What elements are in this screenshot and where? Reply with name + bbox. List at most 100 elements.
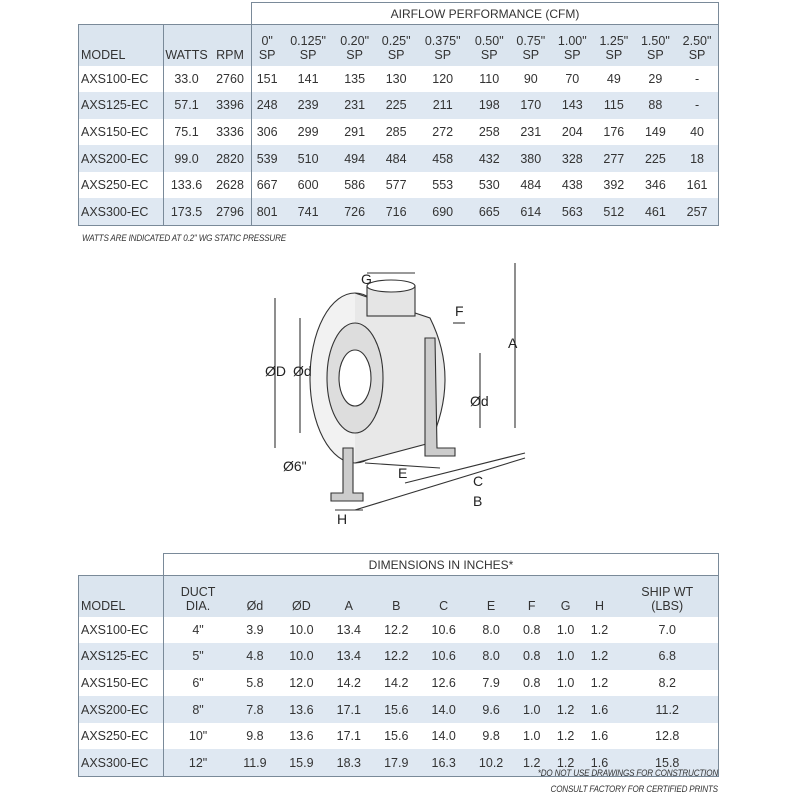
label-c: C <box>473 473 483 489</box>
value-cell: 690 <box>416 198 469 227</box>
value-cell: 204 <box>561 124 583 139</box>
table-row: AXS300-EC 173.5 2796 801 741 726 716 690 665 614 5… <box>78 198 720 227</box>
value-cell: 5" <box>163 643 233 670</box>
value-cell: 614 <box>510 198 552 227</box>
value-cell: 512 <box>593 198 635 227</box>
label-h: H <box>337 511 347 527</box>
column-header: 0.75" SP <box>510 24 552 66</box>
value-cell: 15.6 <box>372 696 420 723</box>
label-e: E <box>398 465 407 481</box>
value-cell: 135 <box>344 71 366 86</box>
value-cell: 667 <box>251 171 283 199</box>
value-cell: 9.6 <box>467 696 515 723</box>
value-cell: 13.4 <box>325 643 373 670</box>
model-cell: AXS300-EC <box>78 198 164 227</box>
value-cell: 17.1 <box>336 729 361 744</box>
value-cell: 8" <box>163 696 233 723</box>
value-cell: 29 <box>648 71 663 86</box>
value-cell: 12.8 <box>616 722 720 750</box>
model-cell: AXS250-EC <box>78 171 164 199</box>
value-cell: 438 <box>561 178 583 193</box>
value-cell: 7.9 <box>482 675 500 690</box>
model-cell: AXS150-EC <box>78 118 164 146</box>
value-cell: 13.6 <box>277 696 326 723</box>
mounting-bracket <box>424 337 456 457</box>
column-header: MODEL <box>78 575 164 617</box>
value-cell: 801 <box>251 198 283 227</box>
value-cell: 586 <box>344 178 366 193</box>
value-cell: 17.1 <box>325 696 373 723</box>
value-cell: 1.2 <box>590 622 609 637</box>
value-cell: 8.2 <box>616 669 720 697</box>
value-cell: 328 <box>551 145 594 172</box>
value-cell: 13.6 <box>289 729 314 744</box>
value-cell: 7.8 <box>232 696 278 723</box>
value-cell: 10.6 <box>419 643 468 670</box>
table-row: AXS100-EC 33.0 2760 151 141 135 130 120 110 90 70 4… <box>78 65 720 93</box>
model-cell: AXS100-EC <box>78 65 164 93</box>
value-cell: 291 <box>344 124 366 139</box>
value-cell: 2760 <box>216 71 244 86</box>
value-cell: 0.8 <box>514 643 549 670</box>
value-cell: 8.0 <box>482 622 500 637</box>
value-cell: 272 <box>432 124 454 139</box>
value-cell: 530 <box>478 178 500 193</box>
value-cell: 1.0 <box>548 643 583 670</box>
value-cell: 248 <box>251 92 283 119</box>
value-cell: 15.6 <box>384 729 409 744</box>
value-cell: 257 <box>676 198 720 227</box>
value-cell: 4" <box>163 616 233 644</box>
model-cell: AXS150-EC <box>78 669 164 697</box>
column-header: RPM <box>209 24 252 66</box>
value-cell: 12.2 <box>372 643 420 670</box>
table-row: AXS250-EC 10" 9.8 13.6 17.1 15.6 14.0 9.8 1.0 1.2… <box>78 722 720 750</box>
value-cell: 99.0 <box>163 145 209 172</box>
value-cell: 49 <box>606 71 621 86</box>
value-cell: 6.8 <box>616 643 720 670</box>
value-cell: 151 <box>251 65 283 93</box>
value-cell: 3336 <box>216 124 244 139</box>
column-header: 0.20" SP <box>333 24 376 66</box>
value-cell: 120 <box>432 71 454 86</box>
value-cell: 14.0 <box>431 729 456 744</box>
value-cell: 9.8 <box>482 729 500 744</box>
value-cell: 277 <box>593 145 635 172</box>
airflow-performance-table: AIRFLOW PERFORMANCE (CFM) MODEL WATTS RPM 0… <box>78 2 720 227</box>
value-cell: 461 <box>634 198 677 227</box>
column-header: DUCT DIA. <box>163 575 233 617</box>
value-cell: 33.0 <box>163 65 209 93</box>
value-cell: 149 <box>644 124 666 139</box>
model-cell: AXS100-EC <box>78 616 164 644</box>
column-header: WATTS <box>163 24 209 66</box>
value-cell: 170 <box>510 92 552 119</box>
value-cell: 225 <box>634 145 677 172</box>
value-cell: 2820 <box>209 145 252 172</box>
value-cell: 173.5 <box>163 198 209 227</box>
column-header: 0.50" SP <box>468 24 511 66</box>
value-cell: 198 <box>468 92 511 119</box>
value-cell: 4.8 <box>232 643 278 670</box>
value-cell: 577 <box>385 178 407 193</box>
label-outer-diameter: ØD <box>265 363 286 379</box>
table-row: AXS300-EC 12" 11.9 15.9 18.3 17.9 16.3 10.2 1.2 1… <box>78 749 720 778</box>
table-row: AXS125-EC 57.1 3396 248 239 231 225 211 198 170 14… <box>78 92 720 119</box>
value-cell: 7.0 <box>616 616 720 644</box>
value-cell: 211 <box>416 92 469 119</box>
value-cell: 18.3 <box>325 749 373 778</box>
value-cell: 510 <box>282 145 334 172</box>
column-header: Ød <box>232 575 278 617</box>
value-cell: 1.0 <box>556 675 575 690</box>
fan-dimension-drawing: G F A ØD Ød Ød Ø6" E C B H <box>265 263 526 527</box>
value-cell: 494 <box>333 145 376 172</box>
certified-prints-footnote: CONSULT FACTORY FOR CERTIFIED PRINTS <box>550 784 719 795</box>
label-six-inch-diameter: Ø6" <box>283 458 307 474</box>
value-cell: 15.9 <box>277 749 326 778</box>
value-cell: 143 <box>551 92 594 119</box>
value-cell: 5.8 <box>246 675 264 690</box>
model-cell: AXS200-EC <box>78 696 164 723</box>
table-row: AXS100-EC 4" 3.9 10.0 13.4 12.2 10.6 8.0 0.8 1.0 1… <box>78 616 720 644</box>
model-cell: AXS125-EC <box>78 643 164 670</box>
value-cell: 90 <box>523 71 538 86</box>
value-cell: 3.9 <box>246 622 264 637</box>
value-cell: 115 <box>593 92 635 119</box>
